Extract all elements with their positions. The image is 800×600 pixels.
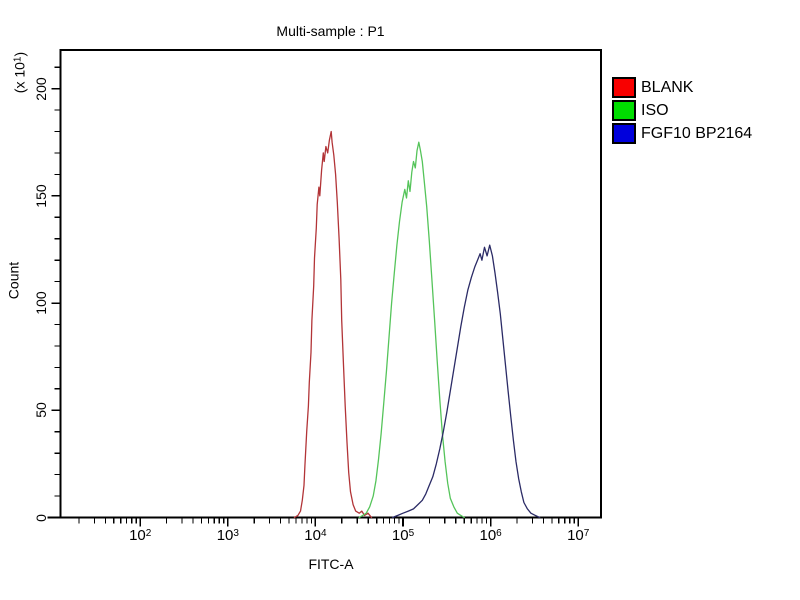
axes: [47, 49, 602, 519]
x-axis-title: FITC-A: [308, 556, 354, 572]
curve-fgf10-bp2164: [391, 244, 541, 519]
legend-item-fgf10: FGF10 BP2164: [612, 123, 752, 144]
curve-blank: [293, 130, 373, 519]
chart-title: Multi-sample : P1: [276, 23, 385, 39]
legend-swatch-blue: [612, 123, 636, 144]
y-axis-title: Count: [5, 261, 22, 300]
legend: BLANK ISO FGF10 BP2164: [612, 77, 752, 146]
legend-label-iso: ISO: [641, 101, 669, 119]
y-axis-unit-label: (x 101): [11, 51, 28, 94]
legend-swatch-green: [612, 100, 636, 121]
legend-item-blank: BLANK: [612, 77, 752, 98]
plot-border: [59, 49, 602, 519]
curve-iso: [358, 141, 465, 519]
axis-ticks: [51, 66, 580, 527]
legend-label-fgf10: FGF10 BP2164: [641, 124, 753, 142]
histogram-curves: [293, 130, 541, 519]
legend-item-iso: ISO: [612, 100, 752, 121]
legend-label-blank: BLANK: [641, 78, 694, 96]
legend-swatch-red: [612, 77, 636, 98]
